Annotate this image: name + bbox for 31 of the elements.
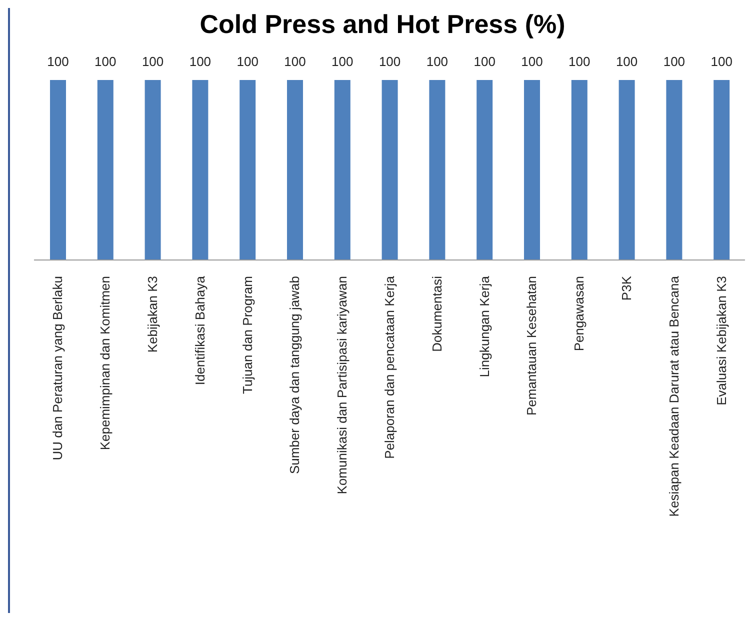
data-label: 100 [568, 54, 590, 69]
data-label: 100 [710, 54, 732, 69]
data-label: 100 [616, 54, 638, 69]
data-label: 100 [47, 54, 69, 69]
data-label: 100 [142, 54, 164, 69]
x-tick-label: P3K [619, 276, 634, 301]
x-tick-label: Kepemimpinan dan Komitmen [98, 276, 113, 450]
x-tick-label: Pelaporan dan pencataan Kerja [382, 275, 397, 459]
x-tick-label: Pemantauan Kesehatan [524, 276, 540, 416]
x-tick-label: Pengawasan [572, 276, 587, 352]
chart-title: Cold Press and Hot Press (%) [198, 8, 566, 40]
x-tick-label: Lingkungan Kerja [476, 275, 492, 378]
x-tick-label: UU dan Peraturan yang Berlaku [50, 276, 66, 460]
x-tick-label: Kesiapan Keadaan Darurat atau Bencana [666, 275, 682, 517]
data-label: 100 [378, 54, 401, 69]
data-label: 100 [521, 54, 543, 69]
x-tick-label: Tujuan dan Program [240, 276, 255, 394]
x-tick-label: Kebijakan K3 [145, 276, 160, 353]
data-label: 100 [236, 54, 258, 69]
x-tick-label: Identifikasi Bahaya [192, 275, 208, 386]
data-label: 100 [284, 54, 306, 69]
x-tick-label: Evaluasi Kebijakan K3 [714, 276, 729, 406]
data-label: 100 [426, 54, 448, 69]
data-label: 100 [189, 54, 212, 69]
data-label: 100 [663, 54, 686, 69]
x-tick-label: Sumber daya dan tanggung jawab [287, 276, 302, 474]
data-label: 100 [474, 54, 496, 69]
x-tick-label: Komunikasi dan Partisipasi kariyawan [334, 276, 350, 494]
data-label: 100 [94, 54, 116, 69]
data-label: 100 [332, 54, 354, 69]
x-tick-label: Dokumentasi [429, 276, 444, 352]
